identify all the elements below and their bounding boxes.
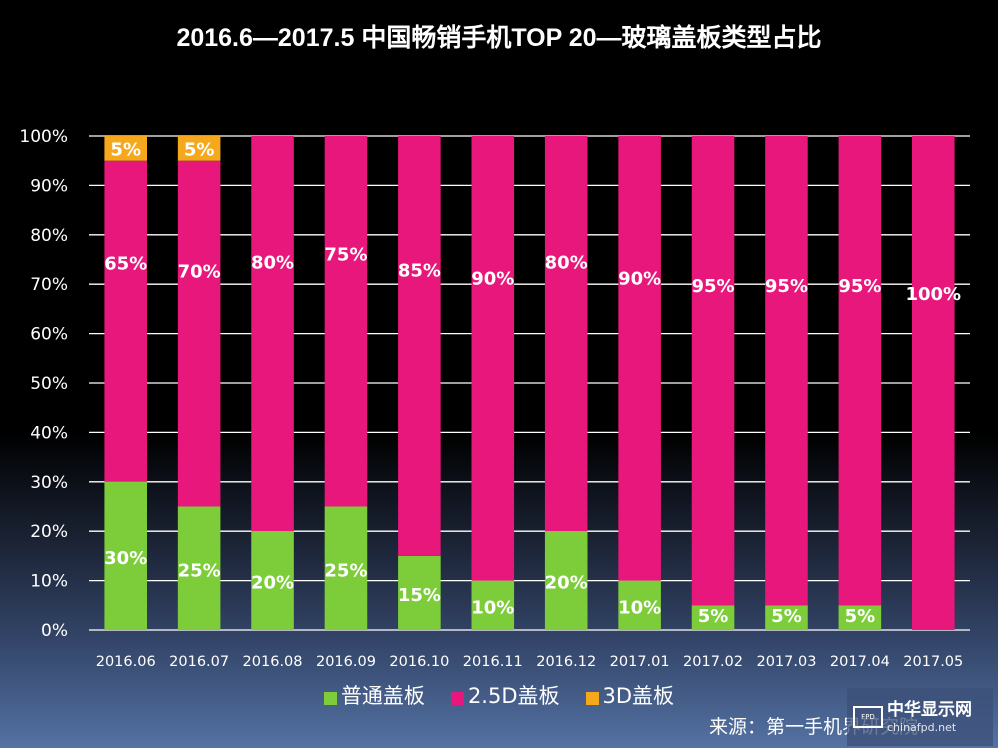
bar-segment-normal bbox=[838, 605, 882, 630]
legend-label: 3D盖板 bbox=[602, 684, 675, 708]
y-tick-label: 90% bbox=[30, 176, 68, 196]
legend-item: 3D盖板 bbox=[585, 680, 675, 710]
bar-segment-normal bbox=[691, 605, 735, 630]
bar-segment-2-5d bbox=[324, 136, 368, 507]
chart-title: 2016.6—2017.5 中国畅销手机TOP 20—玻璃盖板类型占比 bbox=[176, 24, 822, 52]
y-axis-ticks: 0% 10% 20% 30% 40% 50% 60% 70% 80% 90% 100% bbox=[19, 127, 68, 641]
bar-segment-normal bbox=[324, 506, 368, 630]
y-tick-label: 100% bbox=[19, 127, 68, 147]
y-tick-label: 20% bbox=[30, 522, 68, 542]
data-label: 5% bbox=[184, 139, 215, 160]
y-tick-label: 30% bbox=[30, 473, 68, 493]
data-label: 25% bbox=[324, 560, 367, 581]
y-tick-label: 60% bbox=[30, 325, 68, 345]
x-tick-label: 2017.01 bbox=[610, 654, 670, 670]
y-tick-label: 40% bbox=[30, 423, 68, 443]
x-tick-label: 2016.09 bbox=[316, 654, 376, 670]
data-label: 90% bbox=[618, 268, 661, 289]
legend-swatch-icon bbox=[450, 691, 464, 705]
bar-segment-3d bbox=[104, 136, 147, 161]
bar-segment-2-5d bbox=[691, 136, 735, 606]
data-label: 20% bbox=[251, 573, 294, 594]
watermark-url: chinafpd.net bbox=[887, 720, 957, 734]
x-tick-label: 2016.10 bbox=[389, 654, 449, 670]
x-tick-label: 2017.04 bbox=[830, 654, 890, 670]
legend-item: 普通盖板 bbox=[323, 680, 425, 710]
data-label: 10% bbox=[471, 597, 514, 618]
x-tick-label: 2016.12 bbox=[536, 654, 596, 670]
bar-segment-normal bbox=[544, 531, 588, 630]
data-label: 95% bbox=[838, 276, 881, 297]
bar-segment-normal bbox=[398, 555, 441, 630]
data-label: 5% bbox=[771, 606, 802, 627]
data-label: 100% bbox=[905, 284, 961, 305]
y-tick-label: 0% bbox=[41, 621, 68, 641]
bar-segment-2-5d bbox=[398, 136, 441, 556]
bar-segment-2-5d bbox=[104, 160, 147, 482]
data-label: 95% bbox=[691, 276, 734, 297]
watermark-name: 中华显示网 bbox=[887, 699, 972, 720]
x-tick-label: 2016.08 bbox=[243, 654, 303, 670]
bar-segment-3d bbox=[177, 136, 221, 161]
data-label: 85% bbox=[398, 260, 441, 281]
data-label: 75% bbox=[324, 245, 367, 266]
x-tick-label: 2017.03 bbox=[756, 654, 816, 670]
data-label: 90% bbox=[471, 268, 514, 289]
legend-swatch-icon bbox=[323, 691, 337, 705]
legend-label: 2.5D盖板 bbox=[467, 684, 560, 708]
x-axis-ticks: 2016.06 2016.07 2016.08 2016.09 2016.10 2016.… bbox=[96, 654, 964, 670]
data-label: 95% bbox=[765, 276, 808, 297]
bar-segment-normal bbox=[251, 531, 294, 630]
x-tick-label: 2017.02 bbox=[683, 654, 743, 670]
legend-item: 2.5D盖板 bbox=[450, 680, 560, 710]
data-label: 25% bbox=[178, 560, 221, 581]
legend: 普通盖板 2.5D盖板 3D盖板 bbox=[0, 680, 998, 710]
legend-label: 普通盖板 bbox=[340, 684, 425, 708]
data-label: 5% bbox=[845, 606, 876, 627]
x-tick-label: 2016.06 bbox=[96, 654, 156, 670]
x-tick-label: 2017.05 bbox=[903, 654, 963, 670]
data-label: 15% bbox=[398, 585, 441, 606]
x-tick-label: 2016.11 bbox=[463, 654, 523, 670]
bar-segment-2-5d bbox=[471, 136, 515, 581]
bar-segment-normal bbox=[765, 605, 808, 630]
data-label: 65% bbox=[104, 253, 147, 274]
data-label: 70% bbox=[178, 261, 221, 282]
data-label: 80% bbox=[545, 252, 588, 273]
bar-segment-2-5d bbox=[618, 136, 661, 581]
data-label: 5% bbox=[110, 139, 141, 160]
y-tick-label: 50% bbox=[30, 374, 68, 394]
bar-segment-2-5d bbox=[177, 160, 221, 507]
bar-segment-2-5d bbox=[912, 136, 955, 630]
data-label: 5% bbox=[698, 606, 729, 627]
watermark: FPD 中华显示网 chinafpd.net bbox=[847, 688, 993, 746]
bar-segment-normal bbox=[104, 481, 147, 630]
bar-segment-2-5d bbox=[765, 136, 808, 606]
y-tick-label: 70% bbox=[30, 275, 68, 295]
bar-segment-normal bbox=[177, 506, 221, 630]
data-label: 10% bbox=[618, 597, 661, 618]
x-tick-label: 2016.07 bbox=[169, 654, 229, 670]
bar-segment-normal bbox=[618, 580, 661, 630]
y-tick-label: 80% bbox=[30, 226, 68, 246]
gridlines bbox=[89, 135, 970, 631]
data-labels: 30% 65% 5% 25% 70% 5% 20% 80% 25% 75% 15% 85% 10% 90%… bbox=[104, 139, 961, 627]
bar-segment-2-5d bbox=[251, 136, 294, 532]
bar-segment-2-5d bbox=[838, 136, 882, 606]
bar-segment-normal bbox=[471, 580, 515, 630]
data-label: 80% bbox=[251, 252, 294, 273]
data-label: 20% bbox=[545, 573, 588, 594]
bar-segment-2-5d bbox=[544, 136, 588, 532]
bars bbox=[104, 136, 955, 630]
legend-swatch-icon bbox=[585, 691, 599, 705]
y-tick-label: 10% bbox=[30, 572, 68, 592]
data-label: 30% bbox=[104, 548, 147, 569]
watermark-logo-icon: FPD bbox=[853, 706, 883, 728]
